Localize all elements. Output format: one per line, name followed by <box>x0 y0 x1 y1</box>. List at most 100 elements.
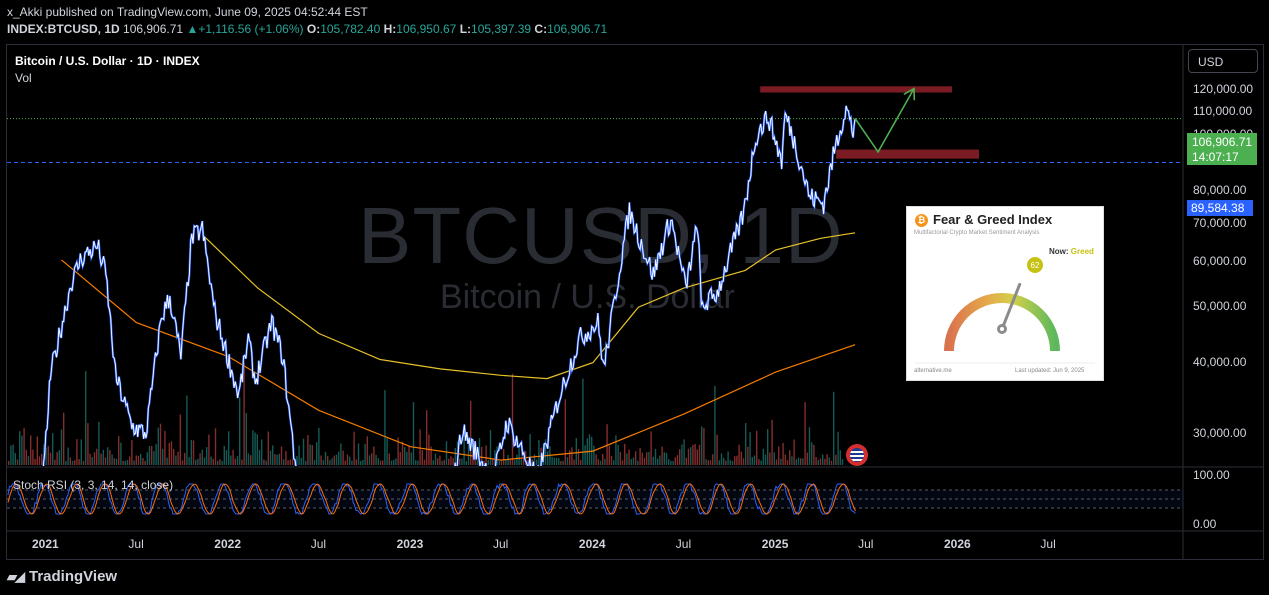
volume-bar <box>408 446 410 465</box>
tradingview-logo[interactable]: ▰◢ TradingView <box>7 568 117 585</box>
volume-bar <box>529 434 531 465</box>
time-axis-label: 2025 <box>761 537 789 551</box>
volume-bar <box>426 410 428 465</box>
fear-greed-updated: Last updated: Jun 9, 2025 <box>1015 368 1085 374</box>
volume-bar <box>140 453 142 465</box>
stoch-axis-0: 0.00 <box>1193 517 1217 531</box>
volume-bar <box>657 458 659 465</box>
volume-bar <box>527 460 529 465</box>
volume-bar <box>569 450 571 465</box>
volume-bar <box>239 397 241 465</box>
volume-bar <box>118 436 120 465</box>
volume-bar <box>318 427 320 465</box>
stoch-rsi-legend[interactable]: Stoch RSI (3, 3, 14, 14, close) <box>13 478 174 492</box>
resistance-zone <box>760 86 953 93</box>
time-axis-label: 2021 <box>32 537 59 551</box>
volume-bar <box>23 427 25 465</box>
volume-bar <box>782 443 784 465</box>
volume-bar <box>247 453 250 465</box>
volume-bar <box>82 460 85 465</box>
volume-bar <box>131 440 133 465</box>
volume-bar <box>731 461 734 465</box>
volume-bar <box>278 453 280 465</box>
volume-bar <box>395 458 397 465</box>
volume-bar <box>111 454 113 465</box>
volume-bar <box>696 449 698 465</box>
volume-bar <box>828 457 830 465</box>
volume-bar <box>49 452 52 465</box>
chart-legend-title[interactable]: Bitcoin / U.S. Dollar · 1D · INDEX <box>15 54 200 68</box>
volume-bar <box>683 439 685 465</box>
volume-bar <box>553 457 555 465</box>
change-value: +1,116.56 (+1.06%) <box>198 22 304 36</box>
symbol-watermark: BTCUSD, 1D <box>358 191 844 280</box>
volume-bar <box>608 445 610 465</box>
us-flag-icon[interactable] <box>846 444 868 466</box>
currency-button[interactable]: USD <box>1188 49 1258 73</box>
volume-bar <box>173 449 175 465</box>
fear-greed-source: alternative.me <box>914 368 952 374</box>
volume-bar <box>648 451 650 465</box>
volume-bar <box>841 459 844 465</box>
volume-bar <box>151 445 153 465</box>
price-axis-label: 40,000.00 <box>1193 354 1247 369</box>
volume-bar <box>186 395 188 465</box>
volume-bar <box>302 438 305 465</box>
volume-bar <box>643 457 646 465</box>
volume-bar <box>542 460 544 465</box>
volume-bar <box>357 443 360 465</box>
stoch-d-line <box>7 483 856 515</box>
volume-bar <box>410 452 412 465</box>
volume-bar <box>267 431 269 465</box>
volume-bar <box>316 442 318 465</box>
volume-bar <box>839 450 841 465</box>
volume-bar <box>626 453 628 465</box>
volume-bar <box>459 458 461 465</box>
volume-bar <box>210 456 212 465</box>
volume-bar <box>254 432 256 465</box>
volume-bar <box>698 444 701 465</box>
volume-bar <box>107 447 109 465</box>
volume-bar <box>230 455 232 465</box>
volume-bar <box>652 456 654 465</box>
time-axis-label: 2022 <box>214 537 241 551</box>
bitcoin-icon: ₿ <box>915 214 928 227</box>
volume-bar <box>756 430 758 465</box>
volume-bar <box>384 390 386 465</box>
volume-bar <box>52 433 54 465</box>
volume-bar <box>100 453 102 465</box>
fear-greed-now: Now: Greed <box>1049 247 1094 256</box>
volume-bar <box>417 460 419 465</box>
volume-bar <box>613 460 615 465</box>
volume-bar <box>511 373 514 465</box>
volume-bar <box>650 431 652 465</box>
volume-bar <box>771 419 773 465</box>
volume-bar <box>467 436 470 465</box>
volume-bar <box>188 457 190 465</box>
volume-bar <box>98 421 100 465</box>
volume-bar <box>606 424 608 465</box>
time-axis-label: Jul <box>128 537 144 551</box>
volume-bar <box>390 460 393 465</box>
volume-bar <box>91 457 93 465</box>
price-line <box>43 105 856 466</box>
volume-bar <box>47 446 49 465</box>
volume-legend[interactable]: Vol <box>15 71 32 85</box>
volume-bar <box>450 456 452 465</box>
now-label: Now: <box>1049 247 1069 256</box>
volume-bar <box>602 454 604 465</box>
volume-bar <box>8 461 10 465</box>
volume-bar <box>322 460 324 465</box>
level-price-tag: 89,584.38 <box>1187 200 1253 216</box>
volume-bar <box>637 460 639 465</box>
now-value: Greed <box>1070 247 1094 256</box>
volume-bar <box>364 443 366 465</box>
volume-bar <box>582 378 584 465</box>
volume-bar <box>641 452 643 465</box>
volume-bar <box>217 460 219 465</box>
volume-bar <box>280 446 283 465</box>
volume-bar <box>500 460 503 465</box>
volume-bar <box>665 453 668 465</box>
volume-bar <box>797 457 800 465</box>
